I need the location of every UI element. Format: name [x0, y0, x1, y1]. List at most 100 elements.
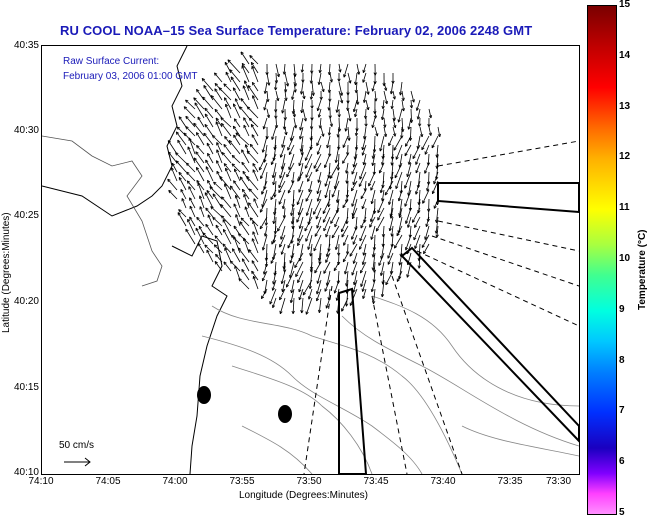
vector-head — [399, 262, 402, 266]
vector-head — [378, 263, 382, 266]
current-vector — [432, 180, 439, 194]
current-vector — [263, 261, 268, 275]
current-vector — [283, 252, 286, 270]
vector-head — [272, 182, 276, 186]
vector-head — [428, 124, 431, 128]
vector-head — [417, 116, 421, 120]
vector-head — [308, 189, 312, 193]
current-vector — [243, 194, 250, 209]
current-vector — [407, 216, 412, 228]
current-vector — [396, 225, 403, 236]
vector-head — [343, 243, 347, 246]
vector-head — [437, 202, 440, 206]
vector-head — [299, 297, 302, 301]
vector-head — [210, 95, 213, 99]
vector-head — [291, 180, 293, 184]
current-vector — [281, 243, 286, 255]
vector-head — [201, 78, 204, 82]
current-vector — [214, 261, 223, 272]
vector-head — [285, 97, 288, 101]
current-vector — [213, 244, 223, 254]
current-vector — [353, 99, 358, 113]
vector-head — [395, 124, 397, 128]
current-vector — [237, 247, 250, 263]
vector-head — [370, 219, 374, 223]
current-vector — [421, 135, 430, 150]
current-vector — [286, 162, 295, 178]
vector-head — [271, 174, 274, 179]
current-vector — [185, 99, 196, 110]
vector-head — [308, 296, 312, 300]
vector-head — [370, 188, 374, 191]
vector-head — [306, 312, 309, 315]
current-vector — [422, 189, 430, 204]
current-vector — [225, 103, 232, 119]
vector-head — [297, 179, 301, 182]
vector-head — [431, 145, 435, 149]
current-vector — [223, 163, 232, 173]
current-vector — [193, 122, 205, 137]
vector-head — [281, 144, 285, 148]
vector-head — [298, 212, 301, 216]
current-vector — [331, 225, 340, 239]
current-vector — [313, 234, 322, 252]
current-vector — [374, 198, 376, 214]
vector-head — [205, 207, 207, 211]
current-vector — [253, 198, 259, 209]
vector-head — [341, 229, 344, 233]
current-vector — [374, 90, 377, 102]
current-vector — [195, 151, 205, 164]
vector-head — [324, 165, 328, 168]
vector-head — [231, 234, 235, 237]
current-vector — [214, 72, 223, 83]
current-vector — [232, 248, 241, 263]
current-vector — [304, 216, 313, 232]
current-vector — [248, 188, 259, 200]
vector-head — [352, 242, 356, 245]
vector-head — [412, 156, 416, 160]
vector-head — [323, 133, 325, 137]
current-vector — [233, 118, 241, 128]
vector-head — [296, 219, 300, 223]
current-vector — [306, 198, 313, 216]
vector-head — [328, 107, 331, 111]
vector-head — [346, 303, 349, 307]
vector-head — [183, 106, 186, 110]
vector-head — [350, 303, 353, 306]
vector-head — [276, 125, 279, 129]
current-vector — [219, 176, 232, 191]
vector-head — [393, 148, 397, 151]
vector-head — [377, 218, 381, 221]
current-vector — [336, 189, 340, 203]
current-vector — [221, 152, 232, 164]
current-vector — [345, 162, 349, 174]
vector-head — [380, 190, 384, 194]
current-vector — [345, 117, 349, 132]
current-vector — [291, 243, 295, 259]
current-vector — [277, 216, 286, 232]
vector-head — [326, 254, 330, 257]
vector-head — [329, 176, 333, 179]
vector-head — [242, 62, 246, 66]
vector-head — [301, 110, 304, 114]
current-vector — [436, 225, 439, 238]
vector-head — [228, 140, 231, 144]
current-vector — [241, 188, 250, 200]
current-vector — [251, 134, 259, 146]
vector-head — [238, 233, 240, 237]
vector-head — [427, 218, 430, 222]
vector-head — [310, 96, 314, 100]
current-vector — [336, 288, 340, 301]
current-vector — [372, 81, 376, 92]
vector-head — [310, 146, 313, 150]
vector-head — [329, 115, 332, 119]
xtick: 74:00 — [162, 476, 188, 487]
vector-head — [295, 274, 299, 278]
current-vector — [205, 159, 214, 173]
current-vector — [412, 144, 421, 159]
vector-head — [214, 72, 216, 76]
ytick: 40:35 — [13, 40, 39, 51]
vector-head — [377, 133, 379, 137]
vector-head — [299, 127, 303, 131]
vector-head — [308, 222, 311, 225]
